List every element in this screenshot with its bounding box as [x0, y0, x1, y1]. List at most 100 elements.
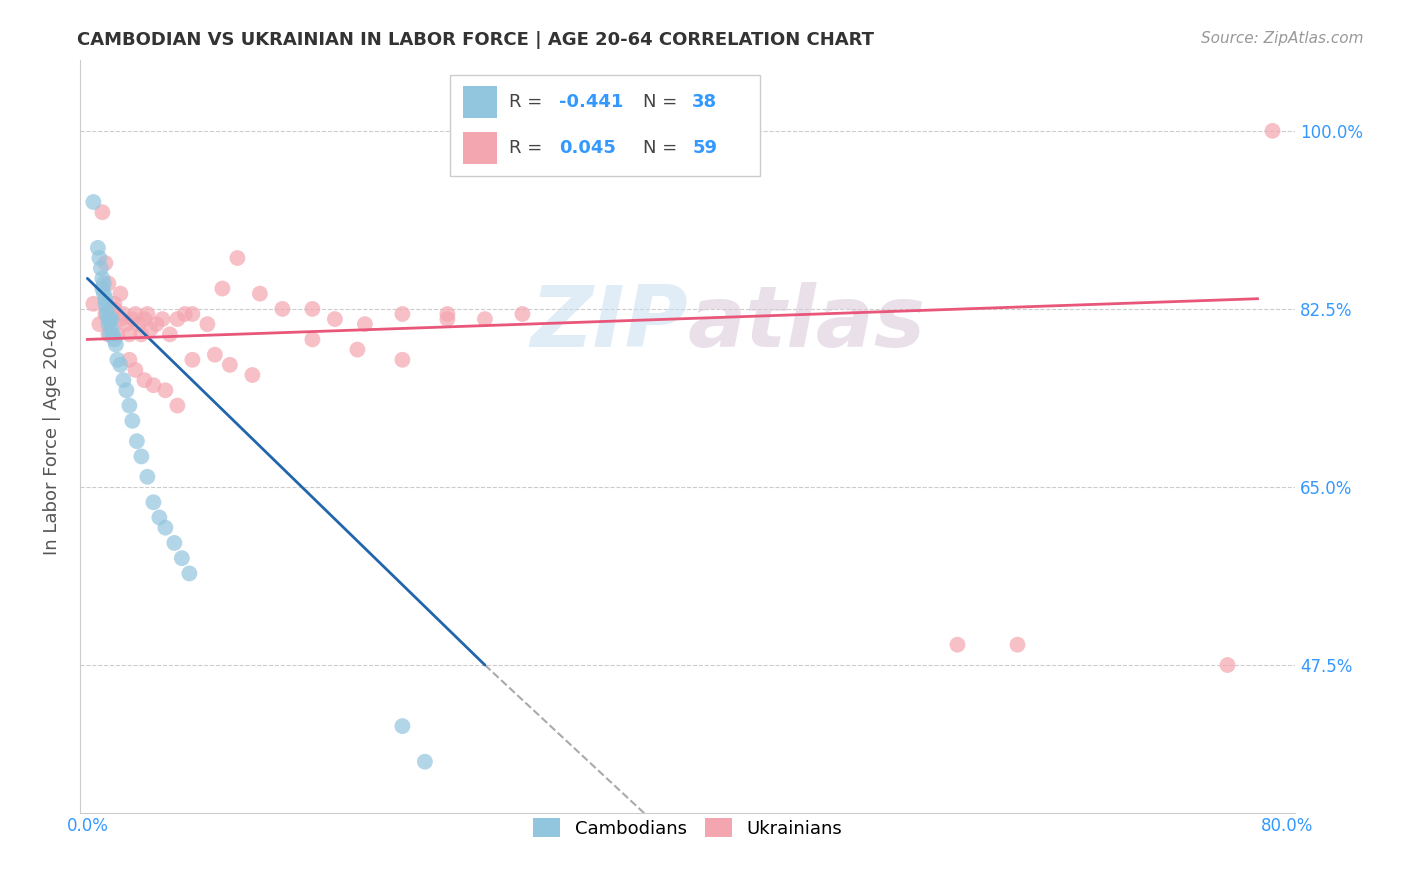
Point — [323, 312, 346, 326]
Point — [181, 307, 204, 321]
Point — [103, 333, 125, 347]
Point — [166, 399, 188, 413]
Point — [89, 251, 111, 265]
Legend: Cambodians, Ukrainians: Cambodians, Ukrainians — [526, 811, 849, 845]
Point — [145, 317, 167, 331]
Point — [413, 755, 436, 769]
Point — [136, 470, 159, 484]
Point — [96, 307, 118, 321]
Point — [91, 281, 114, 295]
Point — [94, 307, 117, 321]
Point — [179, 566, 201, 581]
Point — [148, 510, 170, 524]
Point — [155, 384, 177, 398]
Point — [115, 317, 138, 331]
Point — [110, 312, 132, 326]
Point — [125, 434, 148, 449]
Point — [121, 414, 143, 428]
Point — [354, 317, 377, 331]
Point — [124, 363, 146, 377]
Point — [124, 307, 146, 321]
Point — [96, 301, 118, 316]
Point — [142, 378, 165, 392]
Point — [436, 312, 458, 326]
Point — [82, 297, 104, 311]
Point — [97, 317, 120, 331]
Point — [94, 297, 117, 311]
Point — [131, 450, 153, 464]
Point — [105, 352, 128, 367]
Point — [219, 358, 242, 372]
Point — [391, 719, 413, 733]
Point — [134, 312, 156, 326]
Point — [110, 286, 132, 301]
Point — [134, 373, 156, 387]
Text: ZIP: ZIP — [530, 282, 688, 365]
Point — [82, 195, 104, 210]
Point — [118, 352, 141, 367]
Point — [110, 358, 132, 372]
Point — [100, 322, 122, 336]
Text: atlas: atlas — [688, 282, 925, 365]
Point — [249, 286, 271, 301]
Point — [166, 312, 188, 326]
Point — [103, 297, 125, 311]
Point — [1007, 638, 1029, 652]
Point — [112, 307, 135, 321]
Point — [94, 256, 117, 270]
Point — [105, 327, 128, 342]
Text: Source: ZipAtlas.com: Source: ZipAtlas.com — [1201, 31, 1364, 46]
Point — [100, 312, 122, 326]
Point — [97, 327, 120, 342]
Point — [163, 536, 186, 550]
Point — [94, 292, 117, 306]
Point — [159, 327, 181, 342]
Point — [211, 281, 233, 295]
Point — [93, 286, 115, 301]
Point — [90, 261, 112, 276]
Point — [346, 343, 368, 357]
Point — [946, 638, 969, 652]
Point — [98, 327, 121, 342]
Text: CAMBODIAN VS UKRAINIAN IN LABOR FORCE | AGE 20-64 CORRELATION CHART: CAMBODIAN VS UKRAINIAN IN LABOR FORCE | … — [77, 31, 875, 49]
Point — [173, 307, 195, 321]
Point — [1216, 658, 1239, 673]
Point — [155, 521, 177, 535]
Point — [127, 317, 149, 331]
Point — [197, 317, 219, 331]
Point — [242, 368, 264, 382]
Point — [181, 352, 204, 367]
Point — [100, 312, 122, 326]
Point — [512, 307, 534, 321]
Point — [150, 312, 173, 326]
Point — [301, 301, 323, 316]
Point — [97, 277, 120, 291]
Point — [91, 271, 114, 285]
Y-axis label: In Labor Force | Age 20-64: In Labor Force | Age 20-64 — [44, 317, 60, 555]
Point — [87, 241, 110, 255]
Point — [89, 317, 111, 331]
Point — [271, 301, 294, 316]
Point — [118, 327, 141, 342]
Point — [101, 327, 124, 342]
Point — [226, 251, 249, 265]
Point — [391, 352, 413, 367]
Point — [115, 384, 138, 398]
Point — [1261, 124, 1284, 138]
Point — [121, 312, 143, 326]
Point — [301, 333, 323, 347]
Point — [139, 322, 162, 336]
Point — [103, 301, 125, 316]
Point — [391, 307, 413, 321]
Point — [436, 307, 458, 321]
Point — [98, 312, 121, 326]
Point — [136, 307, 159, 321]
Point — [142, 495, 165, 509]
Point — [131, 327, 153, 342]
Point — [91, 205, 114, 219]
Point — [112, 373, 135, 387]
Point — [118, 399, 141, 413]
Point — [170, 551, 193, 566]
Point — [474, 312, 496, 326]
Point — [204, 348, 226, 362]
